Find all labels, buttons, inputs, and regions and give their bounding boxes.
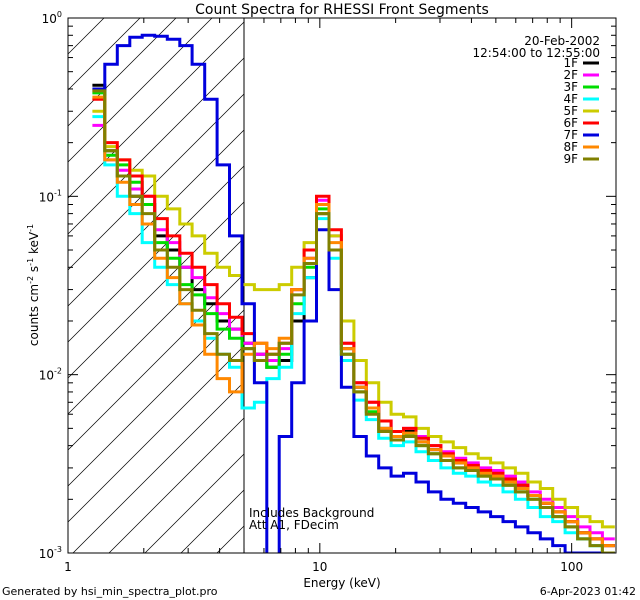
x-tick-label: 100 — [560, 560, 583, 574]
hatch-line — [68, 18, 213, 163]
legend-label-6f: 6F — [563, 116, 578, 130]
series-group — [92, 33, 615, 553]
x-axis-tick-labels: 1 10 100 — [64, 560, 583, 574]
hatch-line — [68, 237, 244, 415]
plot-frame — [67, 17, 617, 554]
legend-label-5f: 5F — [563, 104, 578, 118]
hatch-line — [68, 93, 244, 271]
time-range-label: 12:54:00 to 12:55:00 — [473, 46, 600, 60]
annotation-attenuator: Att A1, FDecim — [249, 518, 339, 532]
legend-label-9f: 9F — [563, 152, 578, 166]
series-line-5f — [92, 109, 615, 529]
series-line-7f — [92, 33, 615, 553]
hatch-line — [253, 18, 640, 553]
legend-label-3f: 3F — [563, 80, 578, 94]
hatch-line — [68, 345, 244, 523]
legend-label-2f: 2F — [563, 68, 578, 82]
y-tick-label: 10-1 — [39, 188, 62, 204]
y-tick-label: 10-2 — [39, 367, 62, 383]
date-label: 20-Feb-2002 — [524, 34, 600, 48]
hatch-line — [68, 309, 244, 487]
series-line-9f — [92, 89, 615, 553]
y-tick-label: 10-3 — [39, 545, 62, 561]
hatch-line — [68, 165, 244, 343]
y-tick-label: 100 — [42, 10, 62, 26]
x-tick-label: 1 — [64, 560, 72, 574]
legend-label-8f: 8F — [563, 140, 578, 154]
legend-label-1f: 1F — [563, 56, 578, 70]
hatch-line — [144, 453, 244, 553]
chart-title: Count Spectra for RHESSI Front Segments — [195, 2, 489, 18]
hatched-region — [68, 18, 640, 553]
hatch-line — [68, 18, 177, 127]
footer-timestamp: 6-Apr-2023 01:42 — [540, 585, 636, 598]
y-axis-ticks — [68, 17, 616, 554]
x-axis-ticks — [67, 18, 573, 553]
hatch-line — [72, 381, 244, 553]
hatch-line — [68, 21, 244, 199]
hatch-line — [68, 129, 244, 307]
x-tick-label: 10 — [312, 560, 327, 574]
legend-label-7f: 7F — [563, 128, 578, 142]
hatch-line — [68, 273, 244, 451]
hatch-line — [108, 417, 244, 553]
y-axis-label: counts cm-2 s-1 keV-1 — [26, 224, 41, 346]
hatch-line — [68, 57, 244, 235]
hatch-line — [68, 201, 244, 379]
legend-label-4f: 4F — [563, 92, 578, 106]
x-axis-label: Energy (keV) — [303, 576, 380, 590]
footer-generated-by: Generated by hsi_min_spectra_plot.pro — [2, 585, 218, 598]
hatch-line — [68, 18, 141, 91]
annotation-background: Includes Background — [249, 506, 374, 520]
series-line-1f — [92, 83, 615, 548]
y-axis-tick-labels: 100 10-1 10-2 10-3 — [39, 10, 62, 561]
